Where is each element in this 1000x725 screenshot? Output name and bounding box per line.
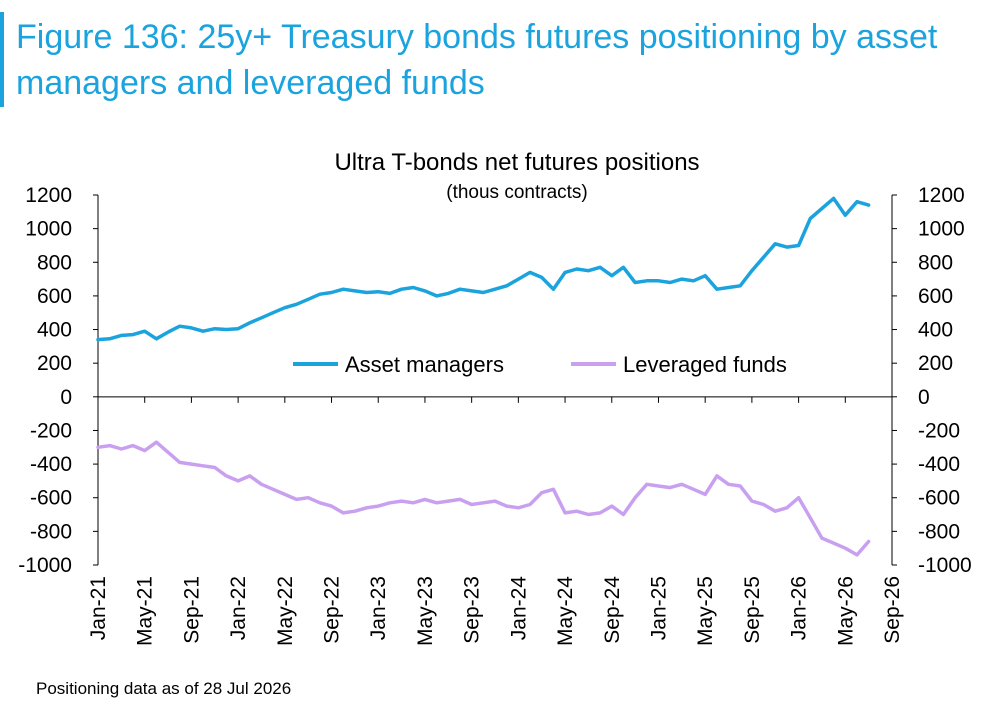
x-tick-label: May-25 xyxy=(694,576,717,646)
x-tick-label: May-22 xyxy=(274,576,297,646)
legend-label-leveraged-funds: Leveraged funds xyxy=(623,352,787,377)
figure-title: Figure 136: 25y+ Treasury bonds futures … xyxy=(16,18,938,102)
title-accent-bar xyxy=(0,12,4,107)
axes: 1200 1200 1000 1000 800 800 600 600 400 400 200 200… xyxy=(18,184,971,646)
y-tick-label-right: 400 xyxy=(918,319,953,342)
y-tick-label-left: 200 xyxy=(37,352,72,375)
y-tick-label-right: -200 xyxy=(918,419,960,442)
y-tick-label-left: -400 xyxy=(30,453,72,476)
x-tick-label: May-23 xyxy=(414,576,437,646)
y-tick-label-left: 1200 xyxy=(25,184,72,207)
asset-managers-line xyxy=(96,196,871,342)
y-tick-label-right: 1200 xyxy=(918,184,965,207)
x-tick-label: Jan-23 xyxy=(367,576,390,640)
chart-title: Ultra T-bonds net futures positions xyxy=(334,149,699,176)
y-tick-label-right: -800 xyxy=(918,520,960,543)
y-tick-label-left: -200 xyxy=(30,419,72,442)
y-tick-label-right: 800 xyxy=(918,251,953,274)
series-layer xyxy=(96,196,871,557)
y-tick-label-left: -600 xyxy=(30,487,72,510)
x-tick-label: Sep-22 xyxy=(321,576,344,644)
x-tick-label: May-21 xyxy=(134,576,157,646)
x-tick-label: Sep-24 xyxy=(601,576,624,644)
chart-subtitle: (thous contracts) xyxy=(446,182,588,203)
x-tick-label: Sep-23 xyxy=(461,576,484,644)
y-tick-label-right: 0 xyxy=(918,386,930,409)
x-tick-label: Jan-22 xyxy=(227,576,250,640)
y-tick-label-right: 200 xyxy=(918,352,953,375)
y-tick-label-right: -1000 xyxy=(918,554,972,577)
x-tick-label: Jan-25 xyxy=(647,576,670,640)
legend-label-asset-managers: Asset managers xyxy=(345,352,504,377)
footnote: Positioning data as of 28 Jul 2026 xyxy=(36,679,292,698)
legend: Asset managers Leveraged funds xyxy=(293,352,787,377)
y-tick-label-right: -400 xyxy=(918,453,960,476)
y-tick-label-left: -1000 xyxy=(18,554,72,577)
y-tick-label-right: 600 xyxy=(918,285,953,308)
x-tick-label: Jan-26 xyxy=(788,576,811,640)
y-tick-label-left: 400 xyxy=(37,319,72,342)
y-tick-label-right: -600 xyxy=(918,487,960,510)
y-tick-label-left: 0 xyxy=(60,386,72,409)
y-tick-label-left: 600 xyxy=(37,285,72,308)
x-tick-label: Sep-21 xyxy=(180,576,203,644)
x-tick-label: Sep-25 xyxy=(741,576,764,644)
y-tick-label-left: 800 xyxy=(37,251,72,274)
y-tick-label-left: 1000 xyxy=(25,218,72,241)
x-tick-label: Jan-24 xyxy=(507,576,530,641)
x-tick-label: Sep-26 xyxy=(881,576,904,644)
leveraged-funds-line xyxy=(96,440,871,557)
x-tick-label: Jan-21 xyxy=(87,576,110,640)
y-tick-label-left: -800 xyxy=(30,520,72,543)
y-tick-label-right: 1000 xyxy=(918,218,965,241)
x-tick-label: May-26 xyxy=(834,576,857,646)
x-tick-label: May-24 xyxy=(554,576,577,646)
